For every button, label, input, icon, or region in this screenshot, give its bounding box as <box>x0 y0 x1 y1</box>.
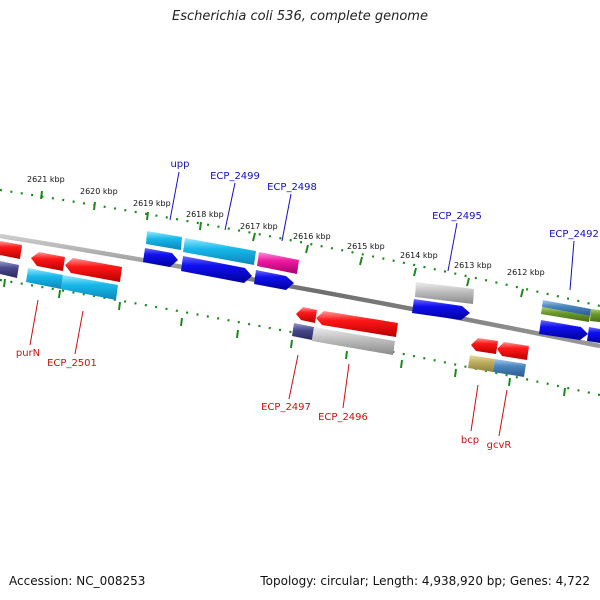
gene-arrow-ecp2498[interactable] <box>254 270 294 290</box>
tick-track-outer <box>0 188 600 308</box>
gene-block-ecp2492-cog-2[interactable] <box>541 307 590 322</box>
gene-block-upp-cog[interactable] <box>146 231 182 250</box>
gene-block-ecp2492-cog[interactable] <box>542 300 591 316</box>
gene-arrow-ecp2495[interactable] <box>412 299 470 320</box>
gene-block-ecp2495-cog[interactable] <box>415 282 474 304</box>
gene-arrow-ecp2497[interactable] <box>296 307 317 323</box>
gene-label-ecp2501[interactable]: ECP_2501 <box>47 358 97 369</box>
plus-strand-features <box>0 231 600 343</box>
genome-summary-text: Topology: circular; Length: 4,938,920 bp… <box>260 574 590 588</box>
gene-block-ecp2496-cog[interactable] <box>312 327 395 355</box>
position-label: 2617 kbp <box>240 222 278 231</box>
gene-block-ecp2497-cog[interactable] <box>292 323 314 340</box>
position-label: 2613 kbp <box>454 261 492 270</box>
gene-label-upp[interactable]: upp <box>170 159 189 170</box>
gene-label-ecp2498[interactable]: ECP_2498 <box>267 182 317 193</box>
plus-leader-lines <box>169 171 575 291</box>
gene-arrow-left-edge[interactable] <box>0 241 22 259</box>
position-labels: 2621 kbp 2620 kbp 2619 kbp 2618 kbp 2617… <box>27 175 545 277</box>
minus-strand-features <box>0 252 529 377</box>
position-label: 2616 kbp <box>293 232 331 241</box>
position-label: 2621 kbp <box>27 175 65 184</box>
gene-arrow-ecp2496[interactable] <box>316 311 398 337</box>
gene-block-edge-cog[interactable] <box>590 309 600 322</box>
genome-backbone <box>0 233 600 349</box>
position-label: 2612 kbp <box>507 268 545 277</box>
gene-arrow-edge[interactable] <box>587 327 600 343</box>
gene-label-purN[interactable]: purN <box>16 348 40 359</box>
gene-block-left-edge-cog[interactable] <box>0 261 19 278</box>
gene-label-ecp2499[interactable]: ECP_2499 <box>210 171 260 182</box>
gene-block-ecp2499-cog[interactable] <box>183 238 256 265</box>
position-label: 2620 kbp <box>80 187 118 196</box>
gene-label-ecp2496[interactable]: ECP_2496 <box>318 412 368 423</box>
gene-arrow-ecp2492[interactable] <box>539 320 588 340</box>
gene-arrow-upp[interactable] <box>143 248 178 267</box>
gene-block-ecp2498-cog[interactable] <box>257 252 299 274</box>
map-title: Escherichia coli 536, complete genome <box>172 9 428 24</box>
minus-leader-lines <box>29 299 508 437</box>
position-label: 2619 kbp <box>133 199 171 208</box>
gene-label-ecp2495[interactable]: ECP_2495 <box>432 211 482 222</box>
gene-arrow-ecp2501[interactable] <box>65 258 122 282</box>
gene-block-ecp2501-cog[interactable] <box>61 275 118 300</box>
gene-label-gcvR[interactable]: gcvR <box>487 440 512 451</box>
position-label: 2614 kbp <box>400 251 438 260</box>
gene-arrow-ecp2499[interactable] <box>181 256 252 283</box>
position-label: 2618 kbp <box>186 210 224 219</box>
gene-block-purN-cog[interactable] <box>26 268 63 289</box>
accession-text: Accession: NC_008253 <box>9 574 146 588</box>
gene-label-ecp2497[interactable]: ECP_2497 <box>261 402 311 413</box>
gene-label-bcp[interactable]: bcp <box>461 435 479 446</box>
gene-block-bcp-cog[interactable] <box>468 355 495 372</box>
position-label: 2615 kbp <box>347 242 385 251</box>
gene-arrow-purN[interactable] <box>31 252 65 271</box>
gene-block-gcvR-cog[interactable] <box>493 359 526 377</box>
gene-arrow-bcp[interactable] <box>471 338 498 354</box>
gene-label-ecp2492[interactable]: ECP_2492 <box>549 229 599 240</box>
gene-arrow-gcvR[interactable] <box>497 342 529 360</box>
